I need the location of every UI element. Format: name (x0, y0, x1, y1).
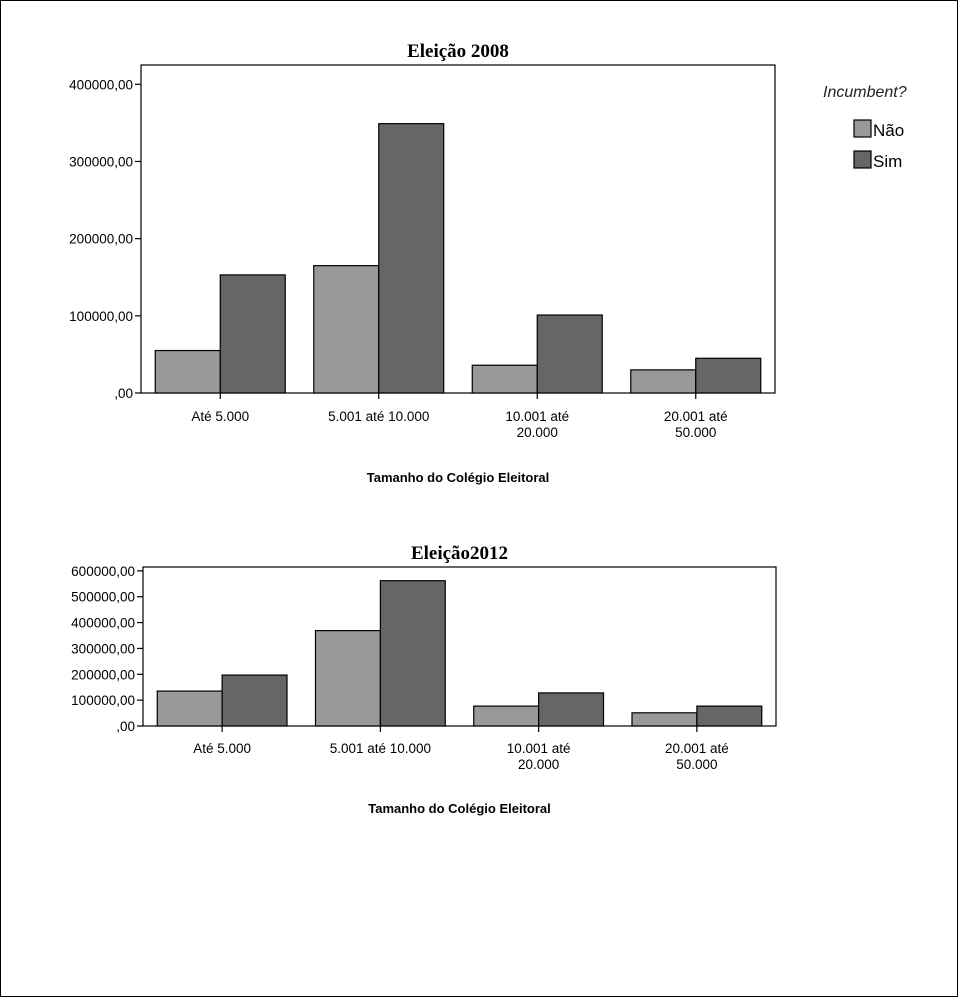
x-tick-label: 20.001 até (665, 741, 729, 756)
x-tick-label: 10.001 até (505, 409, 569, 424)
bar-sim-2 (379, 580, 446, 727)
chart-eleicao-2012: Eleição2012 ,00 100000,00 200000,00 300000,0… (71, 543, 777, 816)
bar-sim-1 (219, 274, 286, 394)
x-tick-label: Até 5.000 (191, 409, 249, 424)
x-tick-label: Até 5.000 (193, 741, 251, 756)
x-tick-label: 50.000 (675, 425, 716, 440)
bar-sim-4 (695, 357, 762, 394)
y-tick-label: 500000,00 (71, 590, 135, 605)
legend-label-sim: Sim (873, 152, 902, 171)
y-tick-label: 100000,00 (71, 693, 135, 708)
x-tick-label: 20.001 até (664, 409, 728, 424)
bar-nao-1 (156, 690, 223, 727)
plot-area (140, 64, 776, 394)
x-tick-label: 20.000 (518, 757, 559, 772)
y-tick-label: 200000,00 (71, 667, 135, 682)
legend-swatch-nao (853, 119, 872, 138)
x-tick-label: 5.001 até 10.000 (330, 741, 431, 756)
bar-sim-1 (221, 674, 288, 727)
bar-nao-1 (154, 349, 221, 394)
bar-sim-2 (378, 123, 445, 394)
bar-sim-3 (538, 692, 605, 727)
bar-nao-2 (313, 265, 380, 394)
bar-nao-4 (630, 369, 697, 394)
chart-eleicao-2008: Eleição 2008 ,00 100000,00 200000,00 300000,… (69, 41, 776, 485)
legend-title: Incumbent? (823, 84, 907, 101)
legend-label-nao: Não (873, 121, 904, 140)
plot-area (142, 566, 777, 727)
chart-title: Eleição 2008 (407, 41, 509, 62)
y-tick-label: ,00 (114, 386, 133, 401)
bar-nao-2 (314, 629, 381, 727)
legend: Incumbent? Não Sim (823, 84, 907, 171)
bar-nao-4 (631, 712, 698, 727)
y-tick-label: 300000,00 (69, 154, 133, 169)
x-tick-label: 5.001 até 10.000 (328, 409, 429, 424)
chart-title: Eleição2012 (411, 543, 508, 564)
y-tick-label: 600000,00 (71, 564, 135, 579)
x-tick-label: 10.001 até (507, 741, 571, 756)
y-tick-label: 300000,00 (71, 641, 135, 656)
bar-sim-4 (696, 705, 763, 727)
y-tick-label: 100000,00 (69, 309, 133, 324)
bar-nao-3 (471, 364, 538, 394)
x-axis-title: Tamanho do Colégio Eleitoral (367, 470, 550, 485)
bar-sim-3 (536, 314, 603, 394)
bar-nao-3 (473, 705, 540, 727)
y-tick-label: 400000,00 (69, 77, 133, 92)
y-tick-label: 400000,00 (71, 616, 135, 631)
x-axis-title: Tamanho do Colégio Eleitoral (368, 801, 551, 816)
y-tick-label: ,00 (116, 719, 135, 734)
x-tick-label: 20.000 (517, 425, 558, 440)
legend-swatch-sim (853, 150, 872, 169)
y-tick-label: 200000,00 (69, 232, 133, 247)
x-tick-label: 50.000 (676, 757, 717, 772)
